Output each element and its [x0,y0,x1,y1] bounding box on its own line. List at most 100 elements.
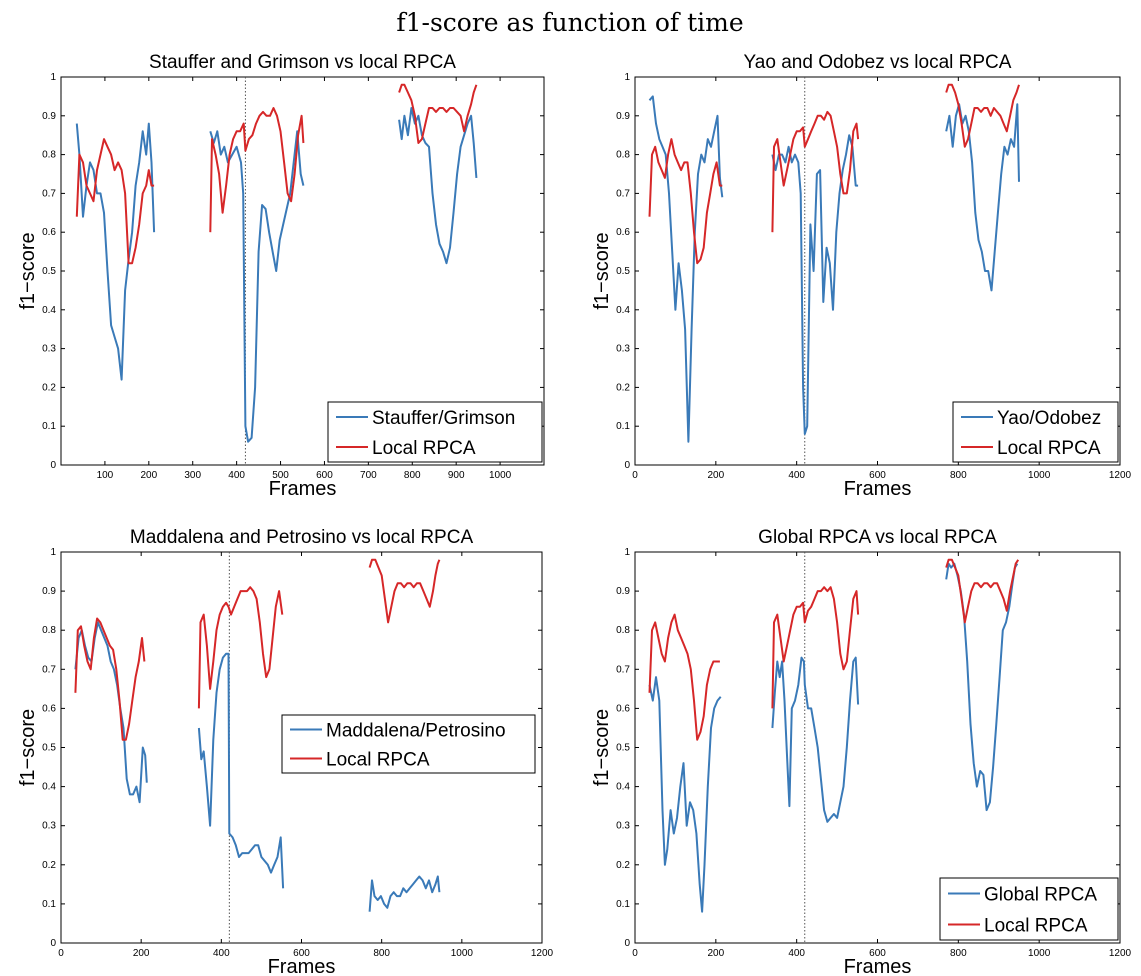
x-tick-label: 300 [184,470,201,481]
y-tick-label: 0.1 [616,899,630,910]
y-tick-label: 0.6 [616,703,630,714]
panel-3-y-axis-label: f1−score [591,709,613,786]
legend-label: Maddalena/Petrosino [326,721,506,742]
y-tick-label: 0.3 [616,821,630,832]
y-tick-label: 0 [624,938,630,949]
x-tick-label: 1000 [489,470,512,481]
y-tick-label: 0.5 [616,743,630,754]
legend-box [939,877,1119,941]
x-tick-label: 500 [272,470,289,481]
y-tick-label: 0.8 [616,150,630,161]
panel-2-series-1-segment-0 [74,617,146,741]
x-tick-label: 900 [448,470,465,481]
y-tick-label: 0.8 [616,625,630,636]
y-tick-label: 0.1 [616,421,630,432]
panel-1-series-0-segment-1 [771,134,859,435]
y-tick-label: 0.4 [42,782,56,793]
x-tick-label: 1000 [1028,470,1051,481]
y-tick-label: 0.2 [42,382,56,393]
y-tick-label: 0.5 [616,266,630,277]
legend-label: Local RPCA [372,438,476,459]
x-tick-label: 1200 [1109,470,1132,481]
x-tick-label: 1000 [1028,948,1051,959]
panel-3-series-0-segment-0 [648,676,722,913]
y-tick-label: 1 [50,547,56,558]
x-tick-label: 1000 [451,948,474,959]
x-tick-label: 400 [788,470,805,481]
y-tick-label: 1 [624,72,630,83]
y-tick-label: 0.8 [42,150,56,161]
panel-0-series-0-segment-1 [209,130,305,443]
y-tick-label: 1 [624,547,630,558]
y-tick-label: 0.3 [616,344,630,355]
y-tick-label: 0.9 [616,586,630,597]
panel-2-series-0-segment-1 [197,652,285,889]
y-tick-label: 0.8 [42,625,56,636]
legend-box [327,401,543,463]
panel-1-series-1-segment-1 [771,110,860,233]
y-tick-label: 0.7 [42,188,56,199]
x-tick-label: 200 [133,948,150,959]
panel-1-y-axis-label: f1−score [591,232,613,309]
y-tick-label: 0 [624,460,630,471]
legend-label: Global RPCA [984,885,1097,906]
panel-2-series-1-segment-2 [368,558,441,624]
legend-label: Stauffer/Grimson [372,408,515,429]
panel-3-title: Global RPCA vs local RPCA [758,527,997,548]
panel-3-series-1-segment-1 [771,586,860,709]
y-tick-label: 0.2 [616,860,630,871]
panel-0-title: Stauffer and Grimson vs local RPCA [149,52,456,73]
panel-3-series-1-segment-2 [945,558,1020,624]
panel-maddalena-petrosino: 0 0.1 0.2 0.3 0.4 0.5 0.6 0.7 0.8 0.9 1 0 200 400 600 8… [17,527,554,976]
x-tick-label: 800 [404,470,421,481]
y-tick-label: 0.4 [616,782,630,793]
panel-2-y-axis-label: f1−score [17,709,39,786]
panel-1-title: Yao and Odobez vs local RPCA [744,52,1012,73]
panel-1-legend: Yao/Odobez Local RPCA [952,401,1119,463]
y-tick-label: 1 [50,72,56,83]
panel-1-x-axis-label: Frames [844,478,912,500]
x-tick-label: 200 [707,470,724,481]
legend-label: Local RPCA [984,916,1088,937]
panel-2-legend: Maddalena/Petrosino Local RPCA [281,714,536,774]
y-tick-label: 0.3 [42,821,56,832]
y-tick-label: 0.9 [616,111,630,122]
panel-2-x-axis-label: Frames [268,956,336,976]
panel-3-x-axis-label: Frames [844,956,912,976]
panel-2-series-0-segment-0 [74,621,148,804]
panel-0-x-axis-label: Frames [269,478,337,500]
x-tick-label: 100 [97,470,114,481]
panel-2-series-0-segment-2 [368,875,441,912]
legend-label: Local RPCA [326,750,430,771]
panel-2-title: Maddalena and Petrosino vs local RPCA [130,527,474,548]
panel-3-legend: Global RPCA Local RPCA [939,877,1119,941]
panel-0-series-1-segment-1 [209,107,305,233]
panel-stauffer-grimson: 0 0.1 0.2 0.3 0.4 0.5 0.6 0.7 0.8 0.9 1 100 200 300 40… [17,52,545,500]
x-tick-label: 400 [213,948,230,959]
panel-1-series-1-segment-0 [648,138,723,265]
figure-title: f1-score as function of time [396,8,743,37]
y-tick-label: 0.4 [42,305,56,316]
y-tick-label: 0.7 [616,188,630,199]
y-tick-label: 0.1 [42,899,56,910]
x-tick-label: 800 [373,948,390,959]
x-tick-label: 200 [140,470,157,481]
y-tick-label: 0.1 [42,421,56,432]
x-tick-label: 200 [707,948,724,959]
x-tick-label: 400 [788,948,805,959]
panel-0-series-0-segment-2 [398,107,478,265]
x-tick-label: 1200 [1109,948,1132,959]
x-tick-label: 600 [316,470,333,481]
y-tick-label: 0.6 [616,227,630,238]
panel-1-series-0-segment-0 [648,95,724,443]
y-tick-label: 0.7 [616,664,630,675]
y-tick-label: 0.5 [42,743,56,754]
y-tick-label: 0 [50,938,56,949]
panel-1-series-1-segment-2 [945,83,1020,148]
x-tick-label: 600 [869,470,886,481]
legend-label: Yao/Odobez [997,408,1101,429]
panel-0-series-1-segment-0 [75,138,155,265]
panel-3-series-0-segment-1 [771,656,860,823]
panel-1-axes [634,76,1121,466]
